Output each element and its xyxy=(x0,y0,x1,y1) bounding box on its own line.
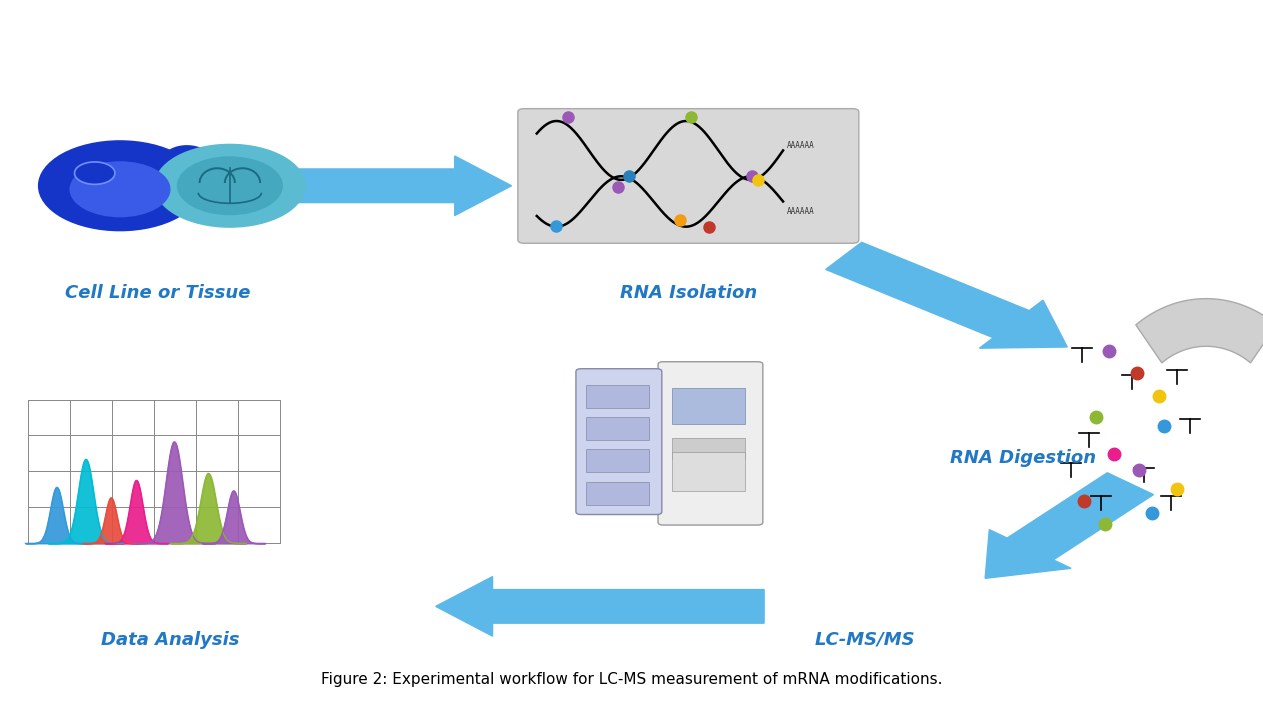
Text: RNA Isolation: RNA Isolation xyxy=(620,284,757,302)
Circle shape xyxy=(154,144,306,228)
Bar xyxy=(586,449,649,472)
Text: Figure 2: Experimental workflow for LC-MS measurement of mRNA modifications.: Figure 2: Experimental workflow for LC-M… xyxy=(321,672,942,687)
Text: Data Analysis: Data Analysis xyxy=(101,631,240,649)
Circle shape xyxy=(69,161,171,217)
Bar xyxy=(586,417,649,440)
Text: AAAAAA: AAAAAA xyxy=(787,141,815,150)
FancyBboxPatch shape xyxy=(518,109,859,243)
FancyBboxPatch shape xyxy=(658,362,763,525)
Polygon shape xyxy=(985,472,1153,578)
Circle shape xyxy=(38,140,202,231)
Bar xyxy=(672,452,745,491)
Bar xyxy=(586,385,649,408)
Polygon shape xyxy=(297,156,512,216)
Bar xyxy=(586,482,649,505)
Circle shape xyxy=(75,162,115,184)
Polygon shape xyxy=(826,243,1067,348)
Bar xyxy=(672,438,745,459)
Circle shape xyxy=(177,156,283,215)
Polygon shape xyxy=(1135,299,1263,363)
Bar xyxy=(672,388,745,424)
Text: AAAAAA: AAAAAA xyxy=(787,207,815,216)
Circle shape xyxy=(164,145,210,170)
Polygon shape xyxy=(436,576,764,637)
FancyBboxPatch shape xyxy=(576,369,662,515)
Text: RNA Digestion: RNA Digestion xyxy=(950,449,1096,467)
Text: Cell Line or Tissue: Cell Line or Tissue xyxy=(66,284,250,302)
Text: LC-MS/MS: LC-MS/MS xyxy=(815,631,916,649)
